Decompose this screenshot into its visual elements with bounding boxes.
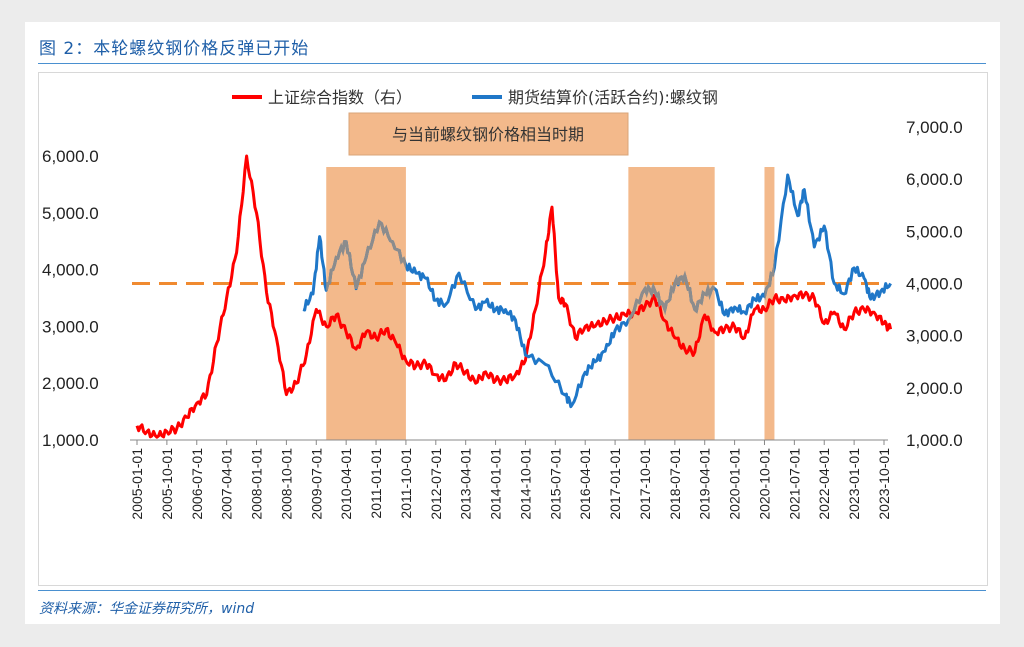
x-axis-tick-label: 2021-07-01 — [786, 448, 802, 520]
x-axis-tick-label: 2014-10-01 — [517, 448, 533, 520]
title-divider — [38, 63, 986, 64]
x-axis-tick-label: 2020-10-01 — [756, 448, 772, 520]
chart-frame — [38, 72, 988, 586]
series-line-shanghai-composite — [135, 154, 893, 439]
x-axis-tick-label: 2005-01-01 — [129, 448, 145, 520]
left-axis-tick: 2,000.0 — [42, 374, 99, 393]
x-axis-tick-label: 2013-04-01 — [458, 448, 474, 520]
x-axis-tick-label: 2011-10-01 — [398, 448, 414, 519]
x-axis-tick-label: 2011-01-01 — [368, 448, 384, 519]
source-divider — [38, 590, 986, 591]
x-axis-tick-label: 2014-01-01 — [488, 448, 504, 520]
x-axis-tick-label: 2015-07-01 — [547, 448, 563, 520]
legend-label: 上证综合指数（右） — [268, 88, 412, 107]
right-axis-tick: 6,000.0 — [906, 170, 963, 189]
right-axis-tick: 7,000.0 — [906, 118, 963, 137]
right-axis-tick: 4,000.0 — [906, 275, 963, 294]
x-axis-tick-label: 2006-07-01 — [189, 448, 205, 520]
left-axis-tick: 6,000.0 — [42, 147, 99, 166]
x-axis-tick-label: 2018-07-01 — [667, 448, 683, 520]
x-axis-tick-label: 2010-04-01 — [338, 448, 354, 520]
right-axis-tick: 1,000.0 — [906, 431, 963, 450]
x-axis-tick-label: 2017-10-01 — [637, 448, 653, 520]
left-axis-tick: 1,000.0 — [42, 431, 99, 450]
x-axis-tick-label: 2008-10-01 — [278, 448, 294, 520]
figure-title: 图 2：本轮螺纹钢价格反弹已开始 — [39, 39, 310, 59]
left-axis-tick: 5,000.0 — [42, 204, 99, 223]
x-axis-tick-label: 2009-07-01 — [308, 448, 324, 520]
x-axis-tick-label: 2007-04-01 — [219, 448, 235, 520]
right-axis-tick: 5,000.0 — [906, 222, 963, 241]
x-axis-tick-label: 2016-04-01 — [577, 448, 593, 520]
x-axis-tick-label: 2012-07-01 — [428, 448, 444, 520]
annotation-text: 与当前螺纹钢价格相当时期 — [392, 125, 584, 144]
x-axis-tick-label: 2023-01-01 — [846, 448, 862, 520]
annotation-box — [348, 112, 629, 156]
x-axis-tick-label: 2022-04-01 — [816, 448, 832, 520]
x-axis-tick-label: 2023-10-01 — [876, 448, 892, 520]
x-axis-tick-label: 2005-10-01 — [159, 448, 175, 520]
right-axis-tick: 2,000.0 — [906, 379, 963, 398]
left-axis-tick: 4,000.0 — [42, 261, 99, 280]
source-note: 资料来源：华金证券研究所，wind — [39, 601, 255, 617]
legend-label: 期货结算价(活跃合约):螺纹钢 — [508, 88, 718, 107]
x-axis-tick-label: 2020-01-01 — [727, 448, 743, 520]
right-axis-tick: 3,000.0 — [906, 327, 963, 346]
x-axis-tick-label: 2017-01-01 — [607, 448, 623, 520]
left-axis-tick: 3,000.0 — [42, 317, 99, 336]
shaded-period-0 — [326, 167, 406, 440]
x-axis-tick-label: 2019-04-01 — [697, 448, 713, 520]
x-axis-tick-label: 2008-01-01 — [249, 448, 265, 520]
